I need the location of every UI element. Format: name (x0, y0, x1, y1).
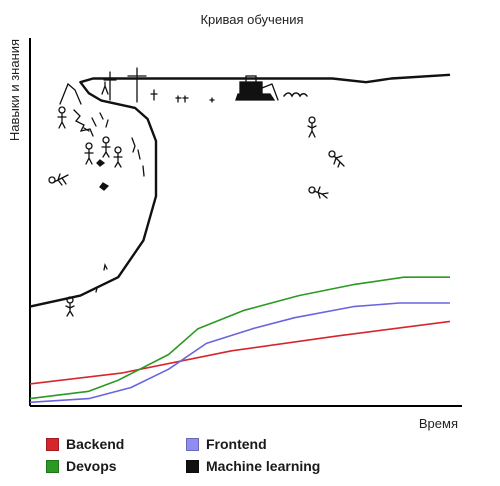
cross-1 (103, 71, 117, 101)
legend-swatch-machine-learning (186, 459, 199, 473)
legend-label-machine-learning: Machine learning (206, 458, 321, 474)
legend-label-frontend: Frontend (206, 436, 267, 452)
series-line-machine-learning (29, 73, 451, 308)
legend-item-devops: Devops (46, 458, 117, 474)
stick-figure-hanging-1 (57, 106, 67, 129)
stick-figure-falling-1 (307, 116, 317, 138)
cross-6 (209, 97, 215, 103)
chart-title: Кривая обучения (200, 12, 303, 27)
stick-figure-falling-2 (328, 150, 345, 168)
series-layer (29, 73, 451, 404)
x-axis-label: Время (419, 416, 458, 431)
legend-swatch-frontend (186, 437, 199, 451)
series-line-devops (29, 276, 450, 400)
falling-rocks (96, 159, 110, 191)
y-axis-label: Навыки и знания (7, 39, 22, 141)
series-line-frontend (29, 302, 450, 404)
cross-3 (150, 89, 158, 101)
legend-item-machine-learning: Machine learning (186, 458, 320, 474)
legend-swatch-devops (46, 459, 59, 473)
hill-peak (59, 82, 82, 105)
bulldozer-debris (283, 92, 308, 98)
stick-figure-falling-left (48, 173, 69, 186)
stick-figure-hanging-3 (101, 136, 111, 158)
legend: Backend Frontend Devops Machine learning (46, 434, 466, 482)
stick-figure-hanging-2 (84, 142, 94, 165)
legend-item-backend: Backend (46, 436, 124, 452)
cross-5 (182, 95, 189, 103)
cross-2 (127, 67, 147, 103)
series-line-backend (29, 320, 451, 385)
legend-label-devops: Devops (66, 458, 117, 474)
stick-figure-falling-3 (308, 186, 329, 199)
stick-figure-hanging-4 (113, 146, 123, 168)
climbing-rope-marks (95, 263, 108, 293)
cartoon-illustration (48, 67, 345, 317)
bulldozer (235, 75, 279, 101)
cross-4 (175, 95, 182, 103)
figure-on-plateau (101, 81, 109, 95)
legend-item-frontend: Frontend (186, 436, 267, 452)
legend-swatch-backend (46, 437, 59, 451)
stick-figure-climbing (65, 296, 75, 317)
legend-label-backend: Backend (66, 436, 125, 452)
cliff-rocks (73, 109, 109, 137)
cliff-crack (131, 137, 145, 177)
